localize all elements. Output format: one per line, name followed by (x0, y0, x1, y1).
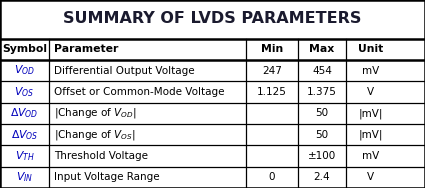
Text: Differential Output Voltage: Differential Output Voltage (54, 66, 195, 76)
Text: 2.4: 2.4 (314, 172, 330, 182)
Text: |mV|: |mV| (359, 108, 383, 118)
Text: ±100: ±100 (308, 151, 336, 161)
Text: Min: Min (261, 44, 283, 54)
Text: SUMMARY OF LVDS PARAMETERS: SUMMARY OF LVDS PARAMETERS (63, 11, 362, 26)
Text: Symbol: Symbol (2, 44, 47, 54)
Text: $\Delta V_{OS}$: $\Delta V_{OS}$ (11, 128, 38, 142)
Text: Threshold Voltage: Threshold Voltage (54, 151, 148, 161)
Text: mV: mV (362, 66, 380, 76)
Text: 1.375: 1.375 (307, 87, 337, 97)
Text: mV: mV (362, 151, 380, 161)
Text: 247: 247 (262, 66, 282, 76)
Text: |Change of $V_{OD}$|: |Change of $V_{OD}$| (54, 106, 137, 120)
Text: $V_{OD}$: $V_{OD}$ (14, 64, 35, 77)
Text: V: V (367, 87, 374, 97)
Text: Parameter: Parameter (54, 44, 119, 54)
Text: $V_{IN}$: $V_{IN}$ (16, 171, 33, 184)
Text: 1.125: 1.125 (257, 87, 287, 97)
Text: $V_{OS}$: $V_{OS}$ (14, 85, 34, 99)
Text: 0: 0 (269, 172, 275, 182)
Text: Unit: Unit (358, 44, 383, 54)
Text: $V_{TH}$: $V_{TH}$ (14, 149, 34, 163)
Text: 50: 50 (315, 130, 329, 140)
Text: 454: 454 (312, 66, 332, 76)
Text: Offset or Common-Mode Voltage: Offset or Common-Mode Voltage (54, 87, 225, 97)
Text: 50: 50 (315, 108, 329, 118)
Text: V: V (367, 172, 374, 182)
Text: Input Voltage Range: Input Voltage Range (54, 172, 160, 182)
Text: |Change of $V_{OS}$|: |Change of $V_{OS}$| (54, 128, 136, 142)
Text: $\Delta V_{OD}$: $\Delta V_{OD}$ (10, 106, 39, 120)
Text: |mV|: |mV| (359, 129, 383, 140)
Text: Max: Max (309, 44, 334, 54)
